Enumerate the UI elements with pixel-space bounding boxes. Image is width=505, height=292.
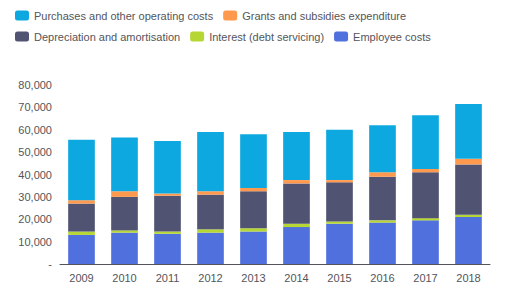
svg-text:2016: 2016 xyxy=(370,272,394,284)
svg-text:2014: 2014 xyxy=(284,272,308,284)
svg-text:40,000: 40,000 xyxy=(18,169,52,181)
svg-text:20,000: 20,000 xyxy=(18,213,52,225)
svg-text:30,000: 30,000 xyxy=(18,191,52,203)
svg-text:50,000: 50,000 xyxy=(18,146,52,158)
svg-text:60,000: 60,000 xyxy=(18,124,52,136)
svg-text:70,000: 70,000 xyxy=(18,101,52,113)
svg-text:Interest (debt servicing): Interest (debt servicing) xyxy=(209,31,324,43)
svg-text:2018: 2018 xyxy=(456,272,480,284)
svg-text:2010: 2010 xyxy=(112,272,136,284)
svg-text:2017: 2017 xyxy=(413,272,437,284)
svg-text:Grants and subsidies expenditu: Grants and subsidies expenditure xyxy=(242,10,406,22)
svg-text:2011: 2011 xyxy=(156,272,180,284)
svg-text:-: - xyxy=(48,258,52,270)
svg-text:2009: 2009 xyxy=(69,272,93,284)
svg-text:2015: 2015 xyxy=(327,272,351,284)
svg-text:2012: 2012 xyxy=(198,272,222,284)
svg-text:Employee costs: Employee costs xyxy=(353,31,431,43)
svg-text:10,000: 10,000 xyxy=(18,236,52,248)
svg-text:Depreciation and amortisation: Depreciation and amortisation xyxy=(34,31,180,43)
svg-text:2013: 2013 xyxy=(241,272,265,284)
svg-text:Purchases and other operating: Purchases and other operating costs xyxy=(34,10,214,22)
svg-text:80,000: 80,000 xyxy=(18,79,52,91)
